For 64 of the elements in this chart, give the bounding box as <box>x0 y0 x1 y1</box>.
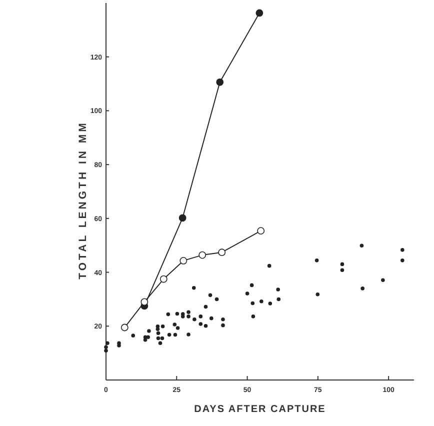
point <box>160 324 165 328</box>
y-axis-title: TOTAL LENGTH IN MM <box>77 120 89 280</box>
point <box>204 324 208 328</box>
point <box>276 288 280 292</box>
point <box>156 336 160 340</box>
point <box>198 314 203 318</box>
point <box>251 314 256 318</box>
point <box>218 248 226 256</box>
point <box>156 327 160 331</box>
point <box>146 335 150 340</box>
point <box>400 258 404 262</box>
point <box>175 312 180 316</box>
point <box>260 299 264 304</box>
point <box>360 244 364 248</box>
point <box>186 332 190 336</box>
point <box>192 318 196 322</box>
point <box>158 341 162 346</box>
point <box>180 314 185 318</box>
point <box>257 227 265 235</box>
point <box>131 334 136 338</box>
point <box>160 275 168 283</box>
point <box>198 322 203 326</box>
point <box>214 297 219 302</box>
point <box>360 286 364 290</box>
point <box>176 326 180 330</box>
point <box>250 301 255 306</box>
point <box>204 304 208 309</box>
point <box>210 316 214 320</box>
point <box>198 251 206 259</box>
point <box>340 262 344 266</box>
x-axis-title: DAYS AFTER CAPTURE <box>194 404 326 415</box>
point <box>167 332 172 337</box>
point <box>140 298 148 306</box>
point <box>221 323 225 328</box>
point <box>340 268 344 272</box>
point <box>276 297 281 302</box>
point <box>216 78 224 86</box>
point <box>173 332 178 337</box>
point <box>250 283 254 288</box>
point <box>117 344 121 348</box>
point <box>186 314 190 318</box>
point <box>104 345 108 350</box>
point <box>120 324 128 332</box>
point <box>381 278 385 282</box>
point <box>192 286 196 290</box>
point <box>186 310 190 314</box>
point <box>180 257 188 264</box>
point <box>314 258 319 262</box>
point <box>147 329 151 333</box>
point <box>256 9 264 17</box>
point <box>172 322 177 326</box>
point <box>400 248 404 252</box>
point <box>221 318 225 322</box>
point <box>166 312 170 316</box>
point <box>178 214 186 222</box>
point <box>160 336 164 340</box>
point <box>104 348 108 353</box>
point <box>316 292 320 296</box>
point <box>156 331 160 336</box>
point <box>245 292 250 296</box>
point <box>208 293 212 298</box>
point <box>267 264 272 268</box>
point <box>106 341 110 346</box>
point <box>268 302 272 306</box>
